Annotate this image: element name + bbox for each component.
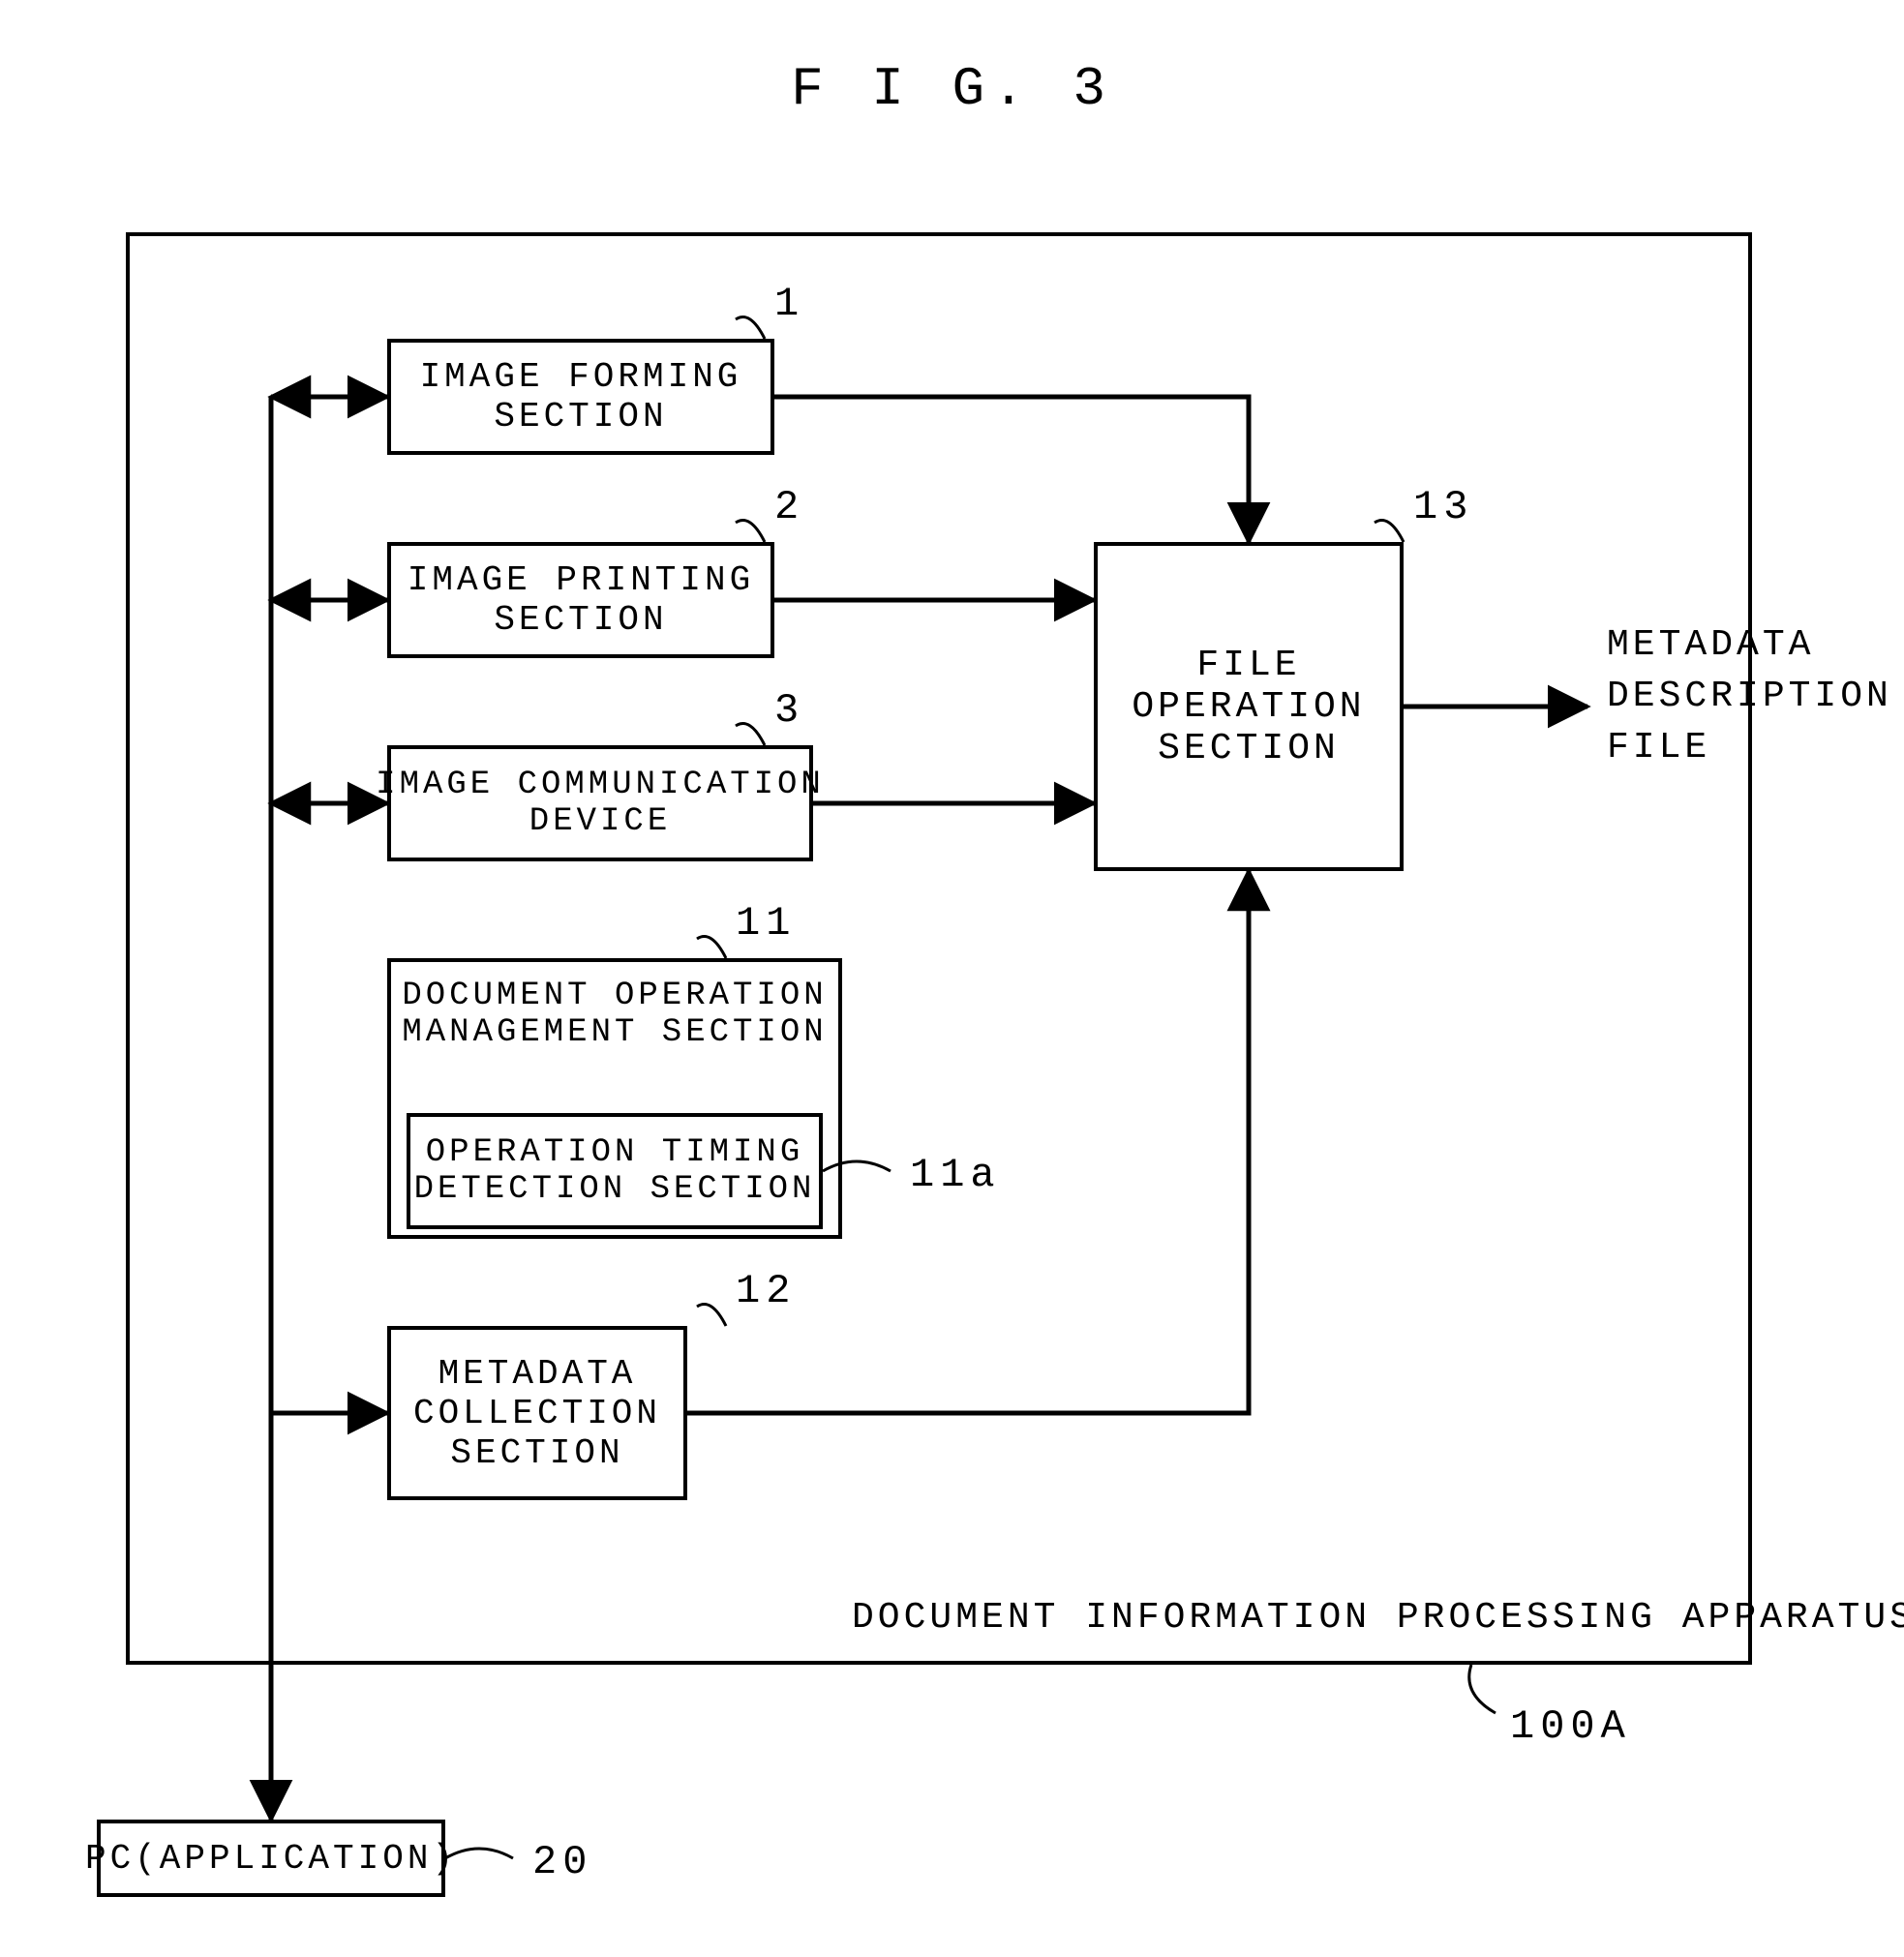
ref-2: 2: [774, 484, 804, 530]
image-communication-device: IMAGE COMMUNICATION DEVICE: [387, 745, 813, 861]
apparatus-container: [126, 232, 1752, 1665]
metadata-description-file-label: METADATA DESCRIPTION FILE: [1607, 619, 1892, 774]
document-operation-management-label: DOCUMENT OPERATION MANAGEMENT SECTION: [387, 978, 842, 1051]
image-printing-section: IMAGE PRINTING SECTION: [387, 542, 774, 658]
metadata-collection-section: METADATA COLLECTION SECTION: [387, 1326, 687, 1500]
ref-3: 3: [774, 687, 804, 734]
ref-11a: 11a: [910, 1152, 1001, 1198]
ref-13: 13: [1413, 484, 1473, 530]
ref-100a: 100A: [1510, 1703, 1631, 1750]
file-operation-section: FILE OPERATION SECTION: [1094, 542, 1404, 871]
image-forming-section: IMAGE FORMING SECTION: [387, 339, 774, 455]
apparatus-label: DOCUMENT INFORMATION PROCESSING APPARATU…: [852, 1597, 1904, 1639]
pc-application: PC(APPLICATION): [97, 1820, 445, 1897]
figure-canvas: F I G. 3 IMAGE FORMING SECTION IMAGE PRI…: [0, 0, 1904, 1957]
figure-title: F I G. 3: [0, 58, 1904, 120]
ref-1: 1: [774, 281, 804, 327]
ref-11: 11: [736, 900, 796, 947]
operation-timing-detection-section: OPERATION TIMING DETECTION SECTION: [407, 1113, 823, 1229]
ref-20: 20: [532, 1839, 592, 1885]
ref-12: 12: [736, 1268, 796, 1314]
